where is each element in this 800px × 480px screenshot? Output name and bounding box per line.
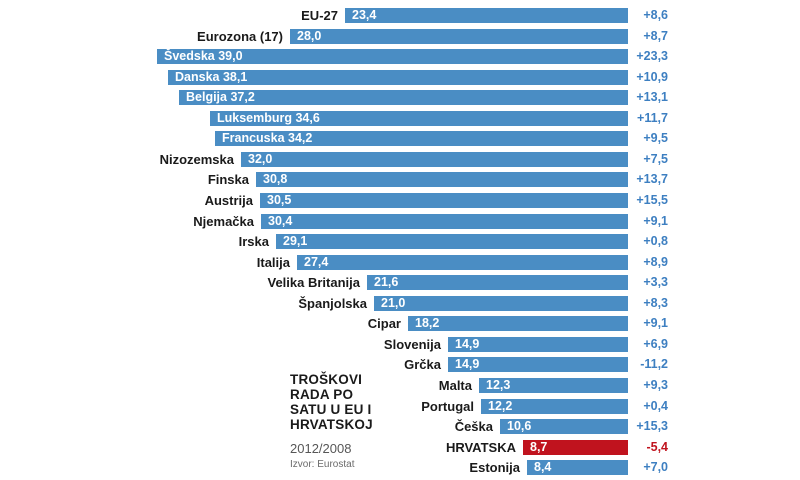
change-value: +7,5 [643, 151, 668, 166]
bar: 30,5 [260, 193, 628, 208]
bar: 14,9 [448, 336, 628, 352]
bar: Belgija 37,2 [179, 90, 628, 106]
change-value: +10,9 [636, 69, 668, 84]
bar: 12,3 [479, 377, 628, 393]
bar: 32,0 [241, 151, 628, 167]
bar-value: 8,7 [530, 439, 548, 454]
bar-value: 14,9 [455, 357, 480, 372]
bar: Luksemburg 34,6 [210, 110, 628, 126]
country-label: EU-27 [301, 8, 338, 23]
bar: Danska 38,1 [168, 69, 628, 85]
chart-title-line: SATU U EU I [290, 402, 372, 417]
country-label: Portugal [421, 398, 474, 414]
change-value: +6,9 [643, 336, 668, 351]
bar-value: 12,2 [488, 398, 513, 413]
bar-value: 30,8 [263, 172, 288, 187]
country-label: Velika Britanija [267, 275, 361, 291]
bar: 23,4 [345, 8, 628, 23]
country-label: HRVATSKA [445, 439, 516, 455]
bar: Švedska 39,0 [157, 49, 628, 65]
change-value: +8,7 [643, 28, 668, 43]
bar: 27,4 [297, 254, 628, 270]
change-value: +15,3 [636, 419, 668, 433]
bar-value: 10,6 [507, 419, 532, 433]
bar-value: 27,4 [304, 254, 329, 269]
change-value: -11,2 [640, 357, 668, 372]
change-value: +13,1 [636, 90, 668, 105]
country-label: Španjolska [298, 295, 367, 311]
bar: 21,6 [367, 275, 628, 291]
country-label: Grčka [404, 357, 441, 373]
bar-value: 21,0 [381, 295, 406, 310]
country-label: Cipar [367, 316, 401, 332]
country-label: Slovenija [383, 336, 441, 352]
bar-value: 32,0 [248, 151, 273, 166]
change-value: +9,1 [643, 213, 668, 228]
bar: 30,8 [256, 172, 628, 188]
change-value: +9,3 [643, 377, 668, 392]
change-value: +3,3 [643, 275, 668, 290]
bar-value: 12,3 [486, 377, 511, 392]
title-block: TROŠKOVI RADA PO SATU U EU I HRVATSKOJ 2… [290, 372, 410, 470]
bar-value: Belgija 37,2 [186, 90, 255, 105]
bar-value: 30,5 [267, 193, 292, 207]
bar-value: 29,1 [283, 234, 308, 249]
country-label: Estonija [469, 460, 520, 476]
change-value: +0,4 [643, 398, 668, 413]
change-value: +7,0 [643, 460, 668, 475]
bar-highlight: 8,7 [523, 439, 628, 455]
change-value: +9,1 [643, 316, 668, 331]
country-label: Austrija [204, 193, 253, 208]
country-label: Irska [238, 234, 269, 250]
bar-value: 18,2 [415, 316, 440, 331]
bar: 30,4 [261, 213, 628, 229]
bar: 8,4 [527, 460, 628, 476]
bar: 14,9 [448, 357, 628, 373]
chart-title-line: RADA PO [290, 387, 354, 402]
bar: 29,1 [276, 234, 628, 250]
chart-title-line: TROŠKOVI [290, 372, 363, 387]
country-label: Češka [454, 419, 493, 434]
change-value: +9,5 [643, 131, 668, 146]
change-value: +15,5 [636, 193, 668, 207]
bar: Francuska 34,2 [215, 131, 628, 147]
change-value: -5,4 [646, 439, 668, 454]
bar-value: 30,4 [268, 213, 293, 228]
country-label: Nizozemska [159, 151, 234, 167]
bar-value: 14,9 [455, 336, 480, 351]
country-label: Njemačka [193, 213, 254, 229]
bar: 18,2 [408, 316, 628, 332]
bar: 28,0 [290, 28, 628, 44]
country-label: Finska [207, 172, 249, 188]
bar: 12,2 [481, 398, 628, 414]
bar: 10,6 [500, 419, 628, 434]
change-value: +8,3 [643, 295, 668, 310]
bar-value: 28,0 [297, 28, 322, 43]
bar: 21,0 [374, 295, 628, 311]
change-value: +0,8 [643, 234, 668, 249]
chart-title-line: HRVATSKOJ [290, 417, 373, 432]
bar-value: Danska 38,1 [175, 69, 248, 84]
change-value: +8,9 [643, 254, 668, 269]
country-label: Italija [256, 254, 290, 270]
change-value: +11,7 [637, 110, 668, 125]
bar-value: 23,4 [352, 8, 377, 22]
bar-value: Francuska 34,2 [222, 131, 313, 146]
change-value: +13,7 [636, 172, 668, 187]
change-value: +23,3 [636, 49, 668, 64]
bar-value: 8,4 [534, 460, 552, 475]
chart-period: 2012/2008 [290, 441, 352, 456]
bar-value: 21,6 [374, 275, 399, 290]
change-value: +8,6 [643, 8, 668, 22]
chart-source: Izvor: Eurostat [290, 459, 355, 470]
bar-value: Švedska 39,0 [164, 49, 243, 64]
country-label: Eurozona (17) [197, 28, 283, 44]
bar-value: Luksemburg 34,6 [217, 110, 320, 125]
country-label: Malta [438, 377, 472, 393]
